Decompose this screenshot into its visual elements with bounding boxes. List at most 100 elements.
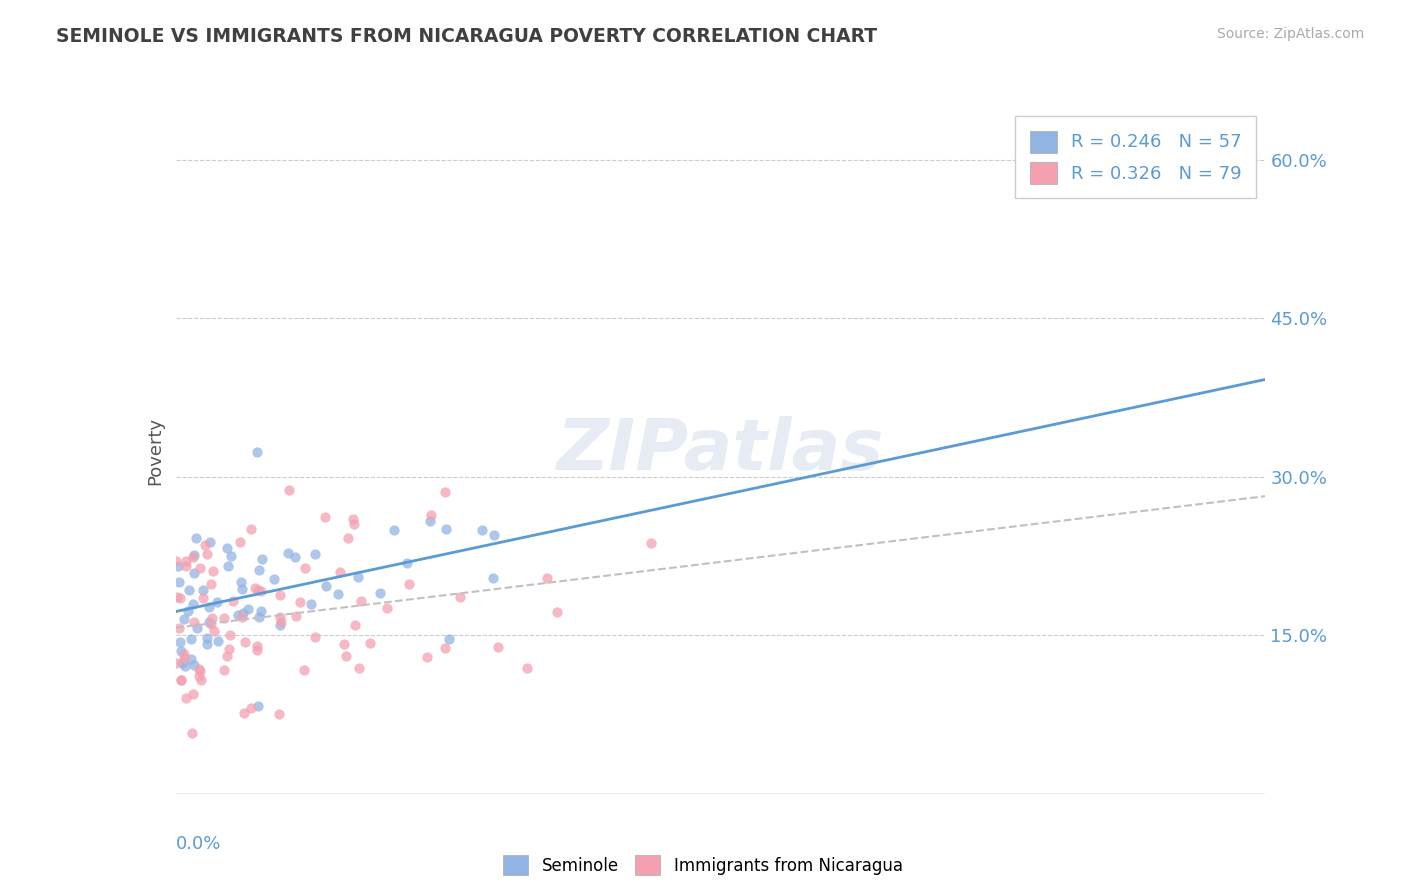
Point [183,615,205,629]
Point [285,609,308,624]
Point [219,549,242,564]
Point [433,484,456,499]
Point [181,687,204,701]
Point [190,673,212,688]
Point [347,661,370,675]
Point [165,657,187,671]
Point [368,585,391,599]
Point [180,725,202,739]
Point [437,632,460,647]
Point [249,583,271,598]
Point [232,607,254,621]
Point [222,593,245,607]
Point [228,535,250,549]
Point [174,558,197,573]
Point [218,628,240,642]
Point [188,561,211,575]
Point [536,571,558,585]
Point [173,612,195,626]
Text: 0.0%: 0.0% [176,835,221,853]
Point [332,637,354,651]
Point [169,591,191,605]
Point [231,574,253,589]
Point [173,651,195,665]
Point [183,548,205,562]
Legend: Seminole, Immigrants from Nicaragua: Seminole, Immigrants from Nicaragua [495,847,911,884]
Point [180,632,202,647]
Point [186,621,208,635]
Point [165,554,187,568]
Point [191,582,214,597]
Point [181,597,204,611]
Point [314,509,336,524]
Point [187,662,209,676]
Point [419,514,441,528]
Point [471,524,494,538]
Text: SEMINOLE VS IMMIGRANTS FROM NICARAGUA POVERTY CORRELATION CHART: SEMINOLE VS IMMIGRANTS FROM NICARAGUA PO… [56,27,877,45]
Point [195,637,218,651]
Point [207,634,229,648]
Point [246,642,269,657]
Point [200,617,222,632]
Text: ZIPatlas: ZIPatlas [557,416,884,485]
Point [173,647,195,661]
Point [335,648,357,663]
Point [183,549,205,564]
Point [304,630,326,644]
Point [180,652,202,666]
Point [226,607,249,622]
Point [546,606,568,620]
Point [197,615,219,630]
Point [167,621,190,635]
Point [398,577,420,591]
Point [188,665,211,679]
Text: Source: ZipAtlas.com: Source: ZipAtlas.com [1216,27,1364,41]
Point [294,560,316,574]
Point [217,559,239,574]
Point [343,617,366,632]
Point [166,558,188,573]
Point [315,579,337,593]
Point [516,661,538,675]
Point [349,593,371,607]
Point [416,650,439,665]
Point [243,581,266,595]
Point [231,582,253,596]
Point [240,522,263,536]
Point [215,648,238,663]
Point [240,701,263,715]
Point [231,610,253,624]
Point [326,587,349,601]
Point [304,547,326,561]
Point [212,664,235,678]
Point [201,611,224,625]
Point [337,531,360,545]
Point [640,536,662,550]
Point [212,611,235,625]
Point [343,517,366,532]
Point [169,635,191,649]
Point [236,601,259,615]
Point [433,641,456,656]
Point [195,547,218,561]
Point [174,554,197,568]
Point [183,658,205,673]
Point [288,595,311,609]
Point [195,631,218,645]
Point [194,538,217,552]
Point [218,641,240,656]
Point [482,571,505,585]
Point [434,522,457,536]
Legend: R = 0.246   N = 57, R = 0.326   N = 79: R = 0.246 N = 57, R = 0.326 N = 79 [1015,116,1257,198]
Point [299,597,322,611]
Point [167,575,190,590]
Point [188,669,211,683]
Point [233,635,256,649]
Point [249,604,271,618]
Point [419,508,441,523]
Point [174,691,197,706]
Point [277,546,299,560]
Point [202,624,225,638]
Point [247,562,270,576]
Point [247,610,270,624]
